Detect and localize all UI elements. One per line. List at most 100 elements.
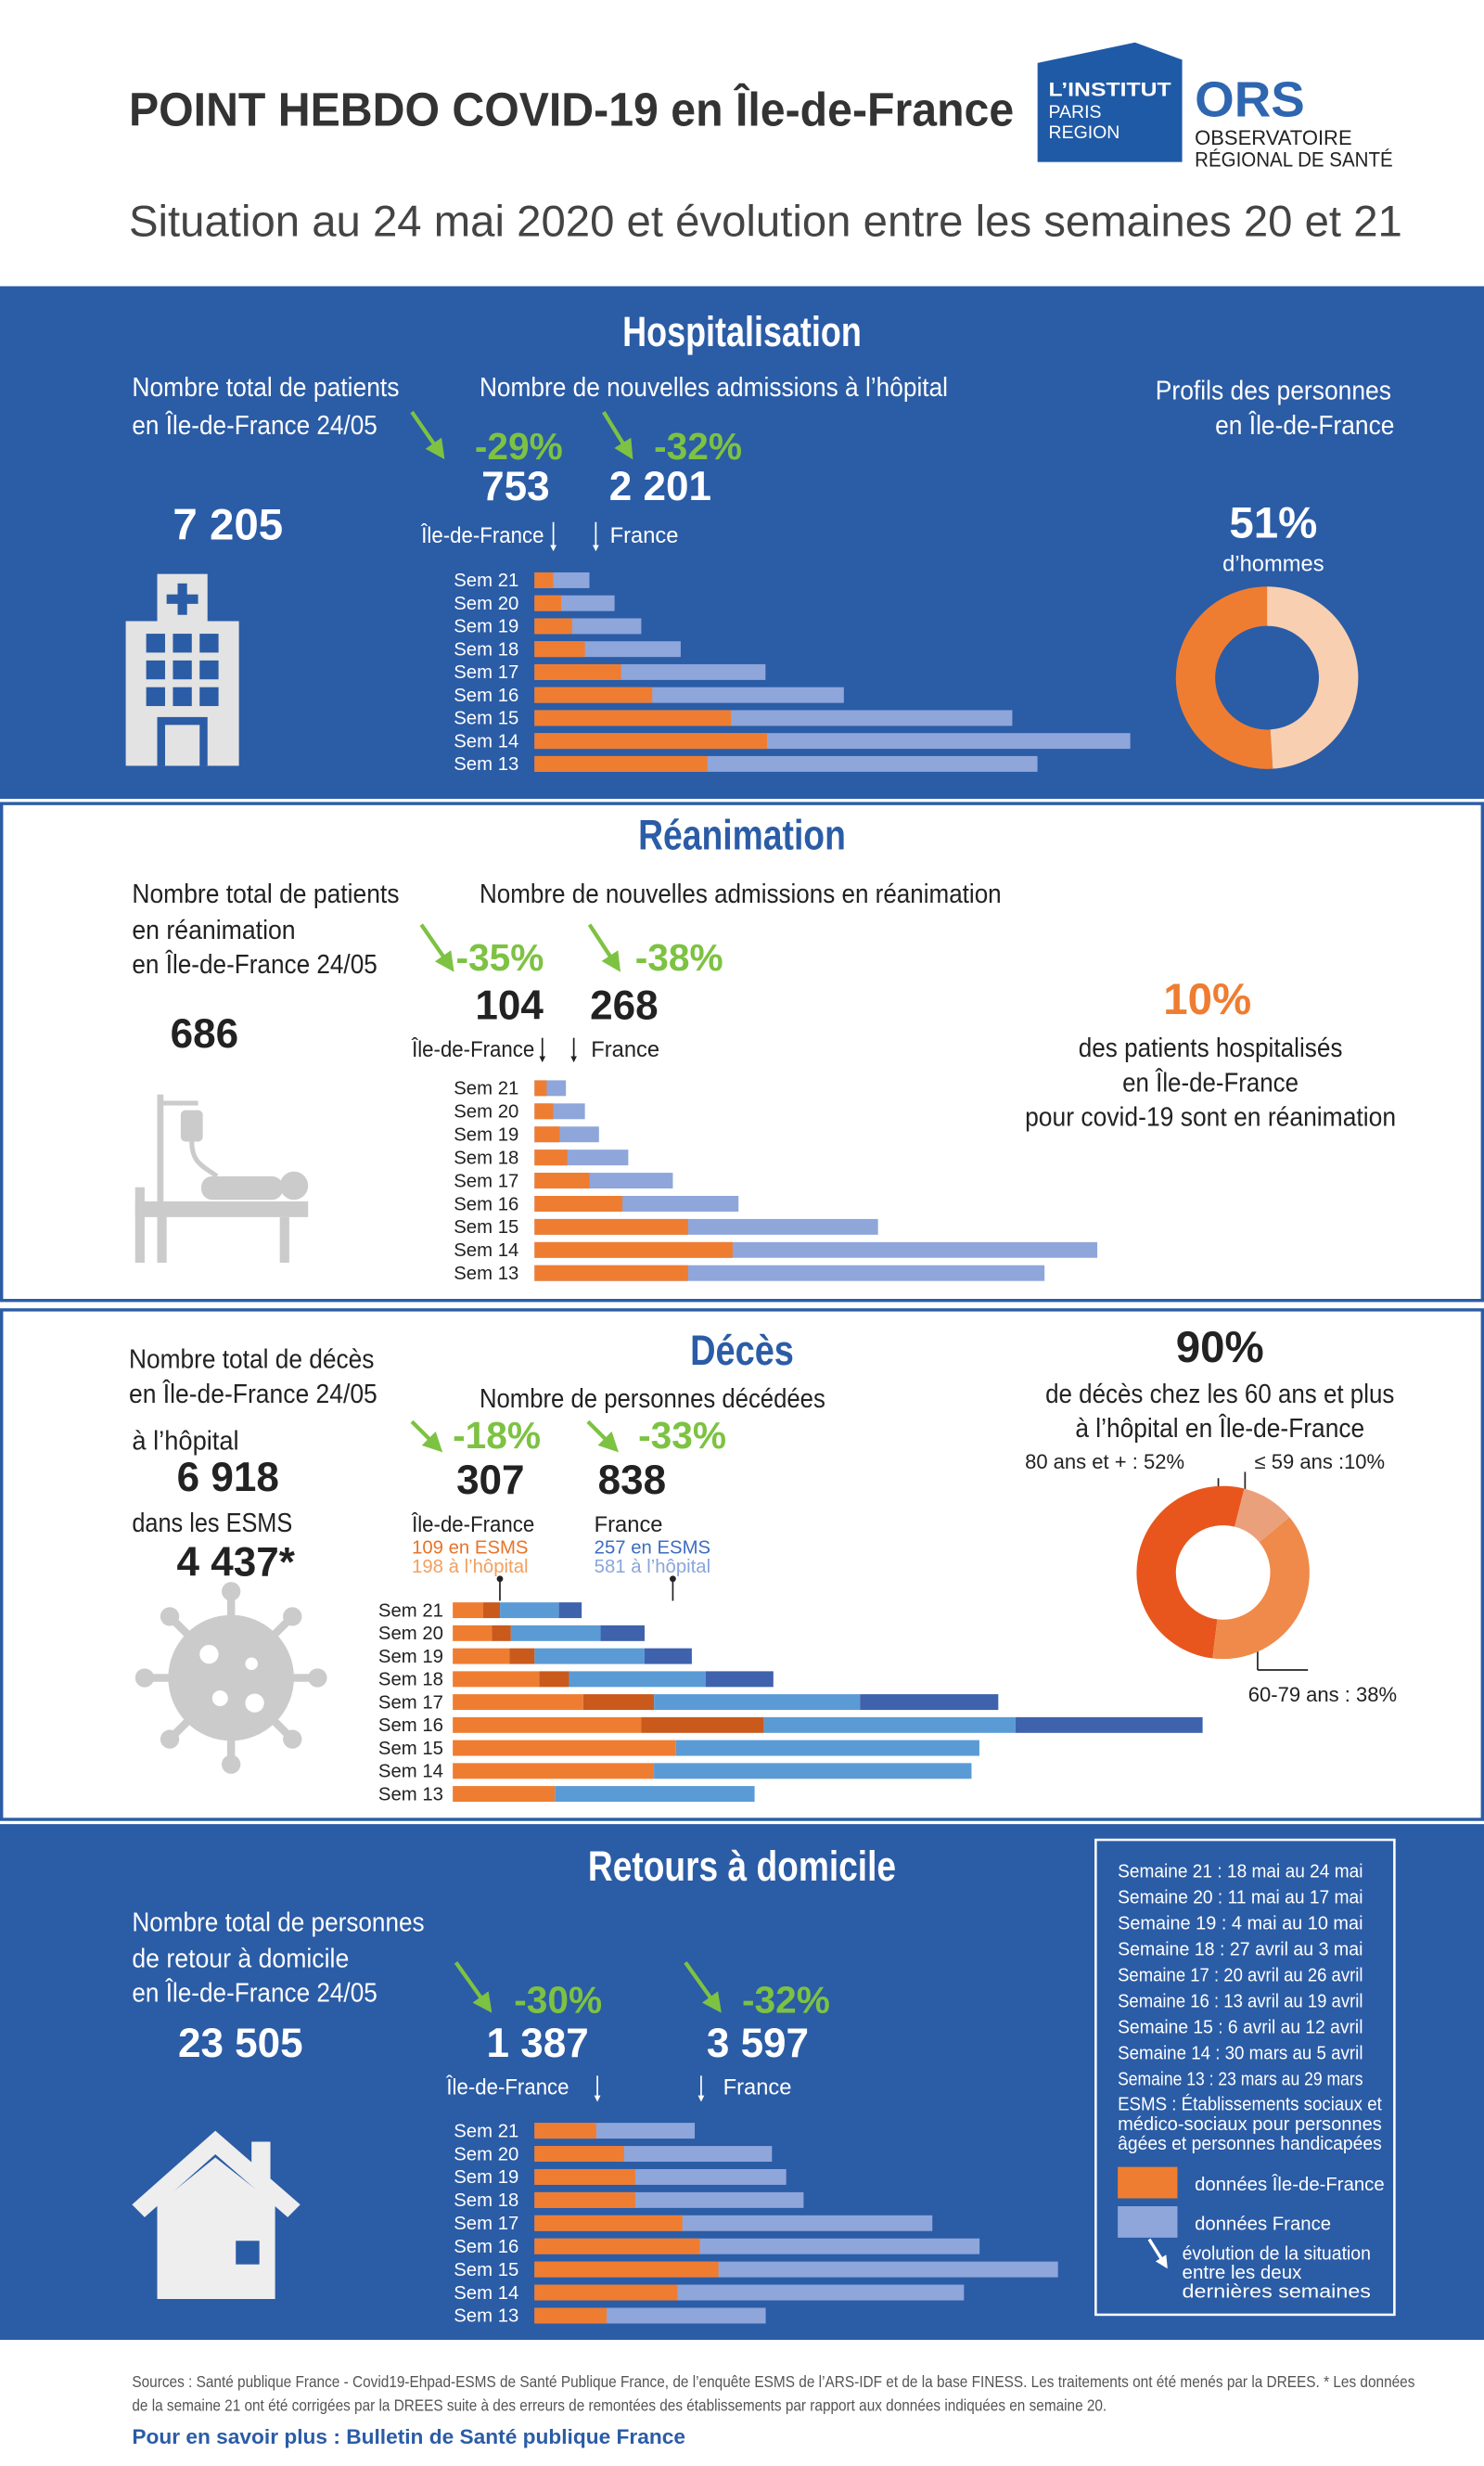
text: Sem 16 xyxy=(454,2237,518,2257)
text: Sem 18 xyxy=(454,2190,518,2211)
text: Hospitalisation xyxy=(622,308,862,355)
bar xyxy=(534,2168,635,2185)
bar xyxy=(492,1625,511,1641)
bar xyxy=(534,2123,596,2139)
bar xyxy=(534,1150,568,1166)
text: Sem 21 xyxy=(454,2121,518,2141)
bed-icon xyxy=(134,1094,309,1264)
bar xyxy=(500,1602,559,1619)
text: Sem 14 xyxy=(454,1240,518,1261)
text: Sem 15 xyxy=(454,2260,518,2280)
legend-box xyxy=(1094,1838,1396,2317)
text: pour covid-19 sont en réanimation xyxy=(1025,1103,1396,1133)
bar xyxy=(654,1763,972,1779)
text: Sem 19 xyxy=(378,1647,443,1667)
text: 6 918 xyxy=(177,1455,279,1500)
bar xyxy=(534,2284,678,2301)
text: -35% xyxy=(456,936,544,979)
bar xyxy=(453,1625,493,1641)
text: -33% xyxy=(638,1414,726,1457)
text: Sources : Santé publique France - Covid1… xyxy=(132,2372,1414,2391)
text: Sem 18 xyxy=(454,639,518,660)
text: évolution de la situation xyxy=(1183,2244,1371,2265)
text: -38% xyxy=(635,936,723,979)
text: 10% xyxy=(1163,975,1251,1024)
text: Nombre total de décès xyxy=(129,1345,374,1375)
bar xyxy=(558,1602,582,1619)
text: -18% xyxy=(453,1414,541,1457)
text: Semaine 17 : 20 avril au 26 avril xyxy=(1118,1966,1362,1986)
text: 307 xyxy=(456,1458,524,1503)
text: 268 xyxy=(590,983,659,1028)
text: Semaine 15 : 6 avril au 12 avril xyxy=(1118,2018,1362,2038)
pie-wedge xyxy=(1136,1485,1245,1659)
bar xyxy=(534,1126,560,1143)
hospital-icon xyxy=(125,573,239,766)
text: 4 437* xyxy=(177,1539,296,1585)
text: ORS xyxy=(1195,71,1305,127)
text: -30% xyxy=(514,1979,602,2022)
text: PARIS xyxy=(1049,102,1102,122)
text: -32% xyxy=(654,425,742,468)
text: de décès chez les 60 ans et plus xyxy=(1045,1380,1394,1409)
pie-wedge xyxy=(1175,586,1273,769)
bar xyxy=(453,1740,676,1756)
bar xyxy=(534,2238,700,2254)
text: Sem 19 xyxy=(454,1125,518,1146)
text: Semaine 13 : 23 mars au 29 mars xyxy=(1118,2069,1362,2089)
text: Situation au 24 mai 2020 et évolution en… xyxy=(129,197,1402,246)
text: Sem 17 xyxy=(454,662,518,683)
text: en Île-de-France xyxy=(1122,1067,1298,1098)
text: France xyxy=(610,524,679,548)
text: âgées et personnes handicapées xyxy=(1118,2134,1382,2154)
text: Sem 20 xyxy=(454,2144,518,2164)
text: 51% xyxy=(1229,499,1317,548)
text: 23 505 xyxy=(178,2021,303,2066)
text: en Île-de-France xyxy=(1215,410,1394,441)
pie-wedge xyxy=(1212,1517,1310,1660)
text: en réanimation xyxy=(132,916,295,945)
text: données Île-de-France xyxy=(1195,2174,1385,2195)
text: ≤ 59 ans :10% xyxy=(1255,1450,1386,1473)
bar xyxy=(509,1648,535,1664)
text: Île-de-France xyxy=(445,2075,569,2100)
text: dernières semaines xyxy=(1183,2281,1371,2302)
text: entre les deux xyxy=(1183,2263,1302,2283)
bar xyxy=(654,1694,861,1711)
text: 838 xyxy=(598,1458,666,1503)
bar xyxy=(534,2146,624,2163)
text: Sem 17 xyxy=(454,2214,518,2234)
text: 2 201 xyxy=(609,464,711,509)
bar xyxy=(644,1648,692,1664)
bar xyxy=(534,1648,645,1664)
bar xyxy=(534,595,562,611)
text: Semaine 18 : 27 avril au 3 mai xyxy=(1118,1940,1362,1960)
text: 7 205 xyxy=(173,500,283,549)
text: 80 ans et + : 52% xyxy=(1025,1450,1184,1473)
text: Île-de-France xyxy=(420,523,544,548)
logo-shape xyxy=(1037,42,1183,162)
text: Semaine 21 : 18 mai au 24 mai xyxy=(1118,1862,1362,1882)
text: 60-79 ans : 38% xyxy=(1248,1683,1397,1706)
text: de retour à domicile xyxy=(132,1944,349,1973)
bar xyxy=(534,2307,608,2324)
text: -32% xyxy=(742,1979,830,2022)
bar xyxy=(582,1694,655,1711)
text: Sem 20 xyxy=(454,1102,518,1123)
text: France xyxy=(723,2076,792,2100)
bar xyxy=(453,1763,655,1779)
bar xyxy=(539,1671,569,1688)
bar xyxy=(534,2191,635,2208)
evolution-arrows xyxy=(410,410,722,2013)
text: Sem 20 xyxy=(454,594,518,614)
bar xyxy=(534,733,767,750)
text: médico-sociaux pour personnes xyxy=(1118,2114,1382,2135)
text: Réanimation xyxy=(638,811,846,858)
bar xyxy=(534,755,708,772)
text: Île-de-France xyxy=(411,1037,534,1062)
text: ESMS : Établissements sociaux et xyxy=(1118,2094,1382,2115)
text: Sem 13 xyxy=(454,1264,518,1284)
bar xyxy=(705,1671,774,1688)
text: Sem 19 xyxy=(454,617,518,637)
